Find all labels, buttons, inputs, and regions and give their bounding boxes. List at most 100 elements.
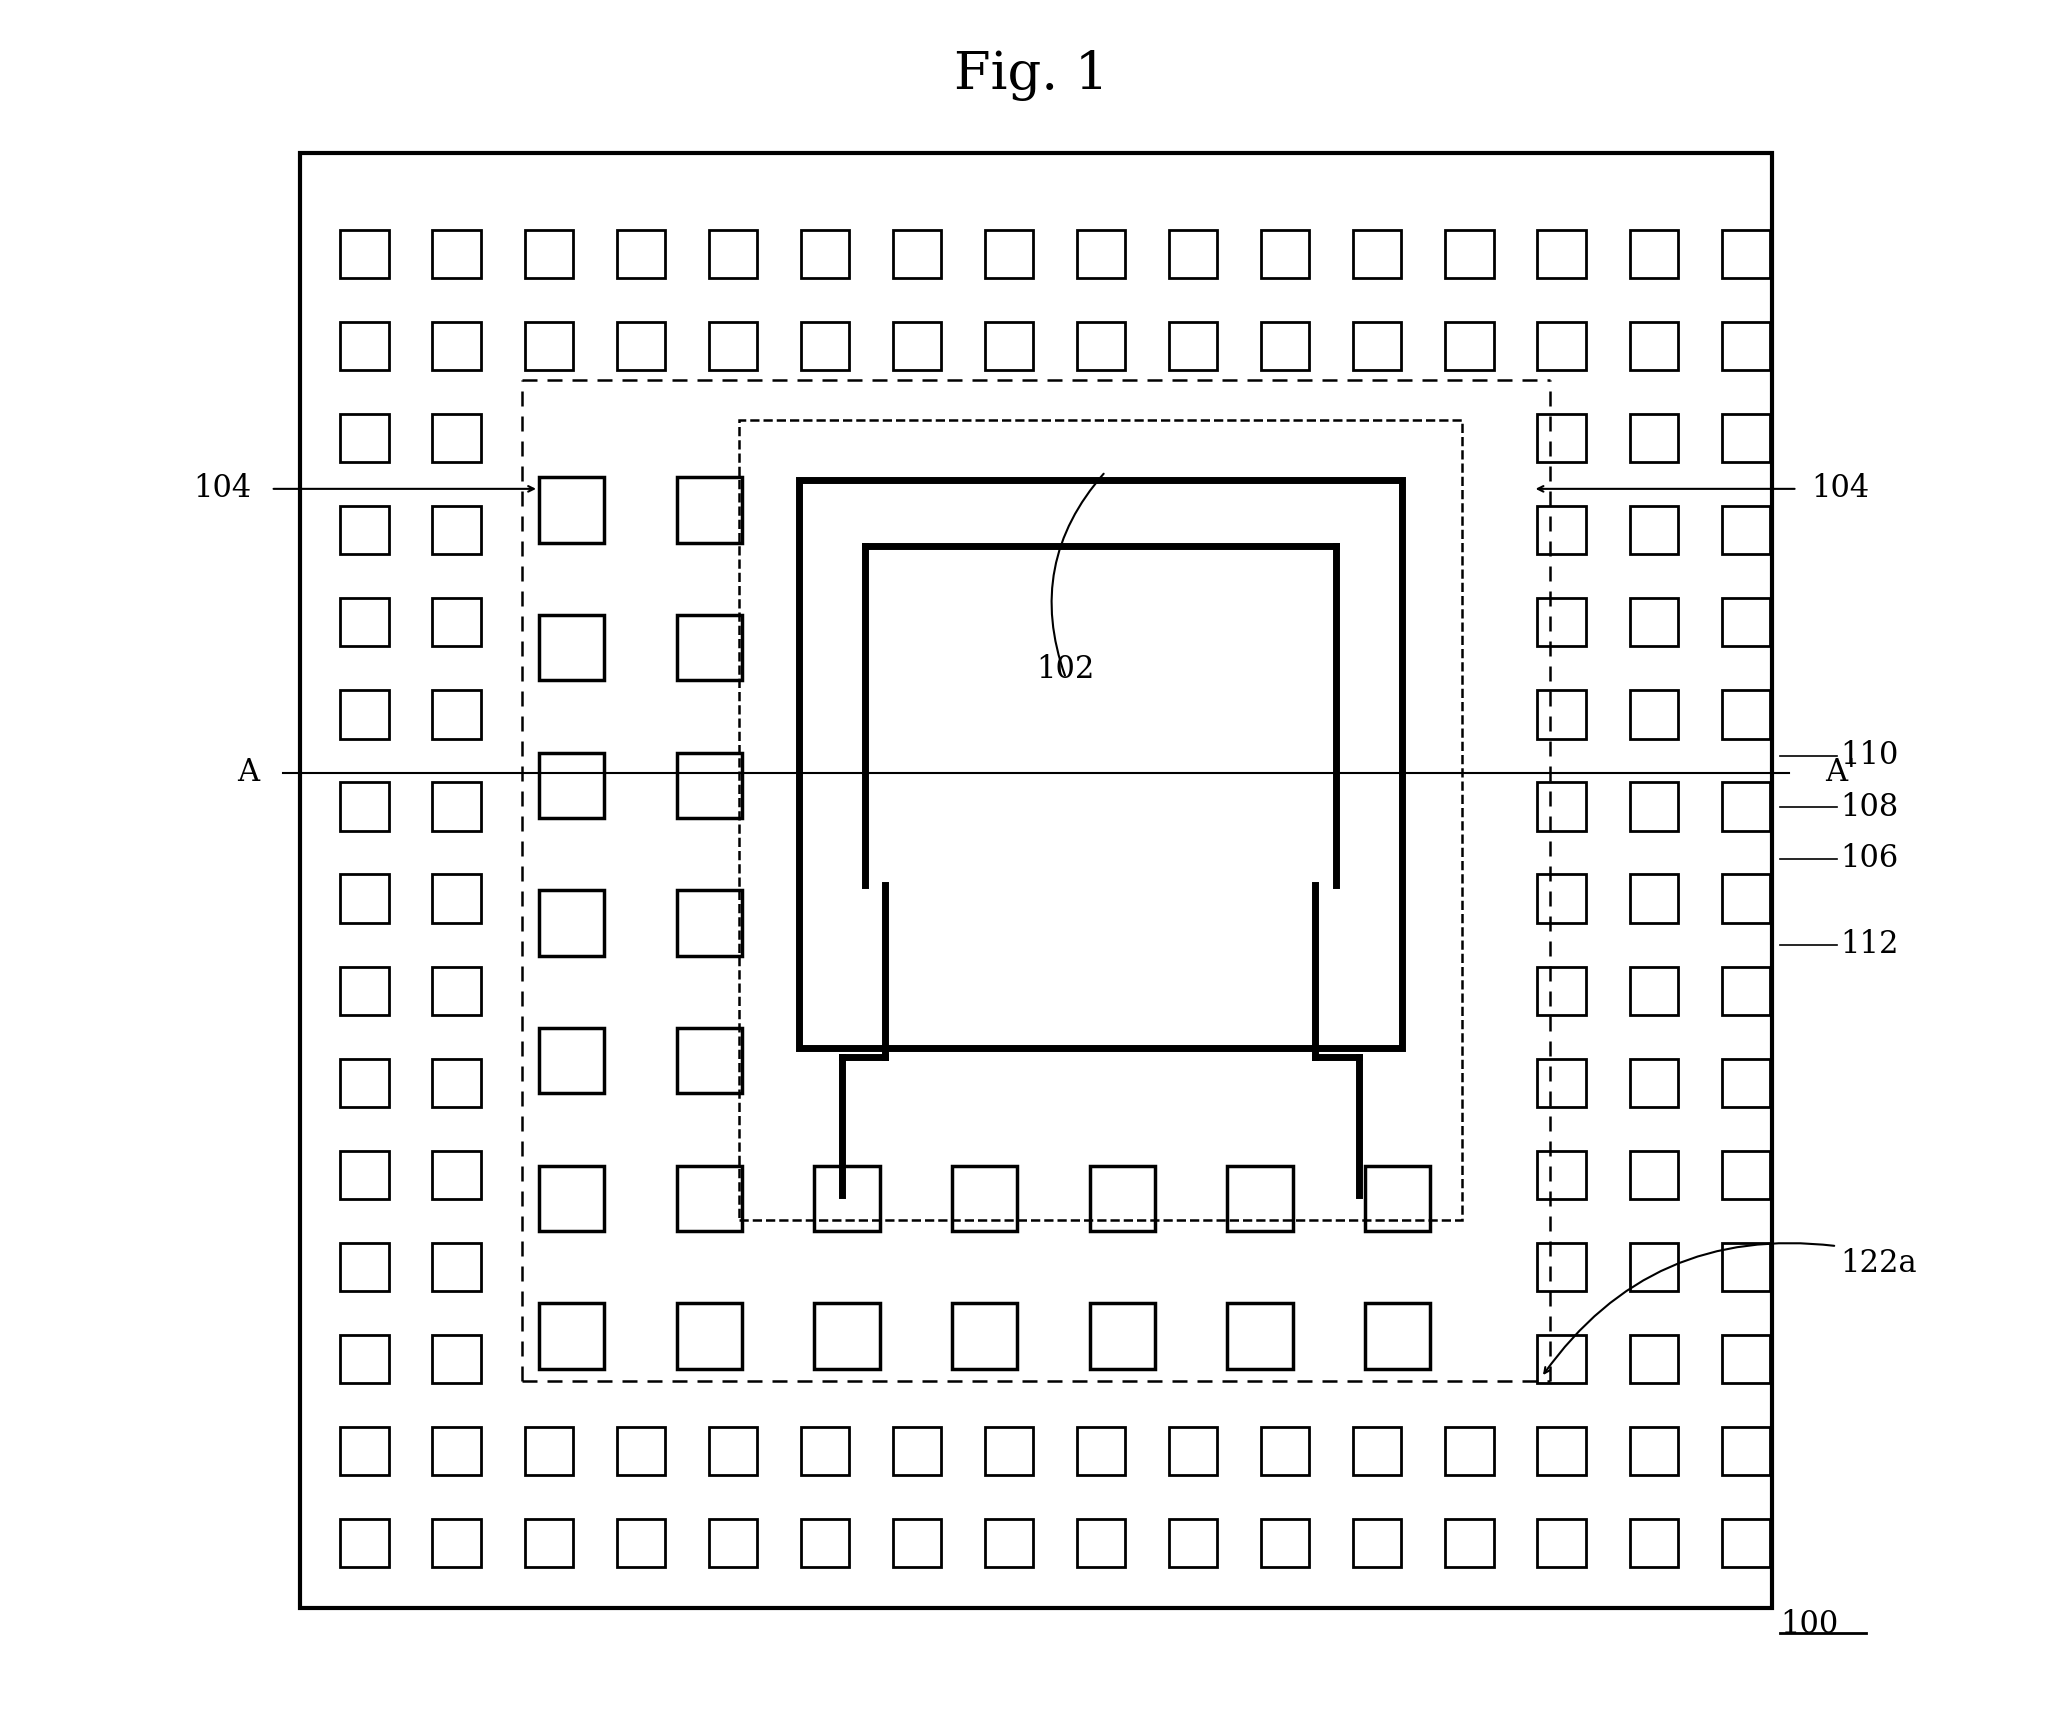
Bar bbox=[617, 231, 664, 278]
Bar bbox=[1077, 231, 1124, 278]
Bar bbox=[433, 966, 481, 1015]
Bar bbox=[433, 874, 481, 923]
Text: 110: 110 bbox=[1840, 741, 1898, 770]
Bar bbox=[340, 1520, 388, 1567]
Bar bbox=[538, 477, 604, 543]
Text: A: A bbox=[237, 758, 260, 788]
Text: 102: 102 bbox=[1038, 654, 1095, 685]
Bar bbox=[1630, 691, 1677, 739]
Bar bbox=[1630, 782, 1677, 831]
Bar bbox=[433, 507, 481, 555]
Bar bbox=[1630, 874, 1677, 923]
Bar bbox=[538, 1166, 604, 1232]
Bar bbox=[1630, 1150, 1677, 1199]
Bar bbox=[951, 1166, 1017, 1232]
Bar bbox=[1723, 415, 1770, 462]
Bar bbox=[1227, 1303, 1294, 1369]
Bar bbox=[798, 481, 1401, 1048]
Bar bbox=[1260, 1520, 1310, 1567]
Bar bbox=[538, 1303, 604, 1369]
Bar bbox=[433, 1150, 481, 1199]
Bar bbox=[1630, 1334, 1677, 1383]
Bar bbox=[433, 599, 481, 647]
Bar bbox=[677, 753, 743, 817]
Bar bbox=[893, 1520, 941, 1567]
Bar bbox=[1723, 874, 1770, 923]
Bar bbox=[524, 1520, 574, 1567]
Bar bbox=[800, 231, 850, 278]
Bar bbox=[1227, 1166, 1294, 1232]
Bar bbox=[984, 323, 1034, 370]
Bar bbox=[433, 691, 481, 739]
Bar bbox=[1537, 1520, 1586, 1567]
Bar bbox=[800, 323, 850, 370]
Bar bbox=[340, 966, 388, 1015]
Text: 108: 108 bbox=[1840, 791, 1898, 822]
Text: 104: 104 bbox=[1811, 474, 1869, 505]
Bar bbox=[1723, 691, 1770, 739]
Bar bbox=[984, 1426, 1034, 1475]
Bar bbox=[340, 782, 388, 831]
Bar bbox=[1630, 1058, 1677, 1107]
Bar bbox=[617, 323, 664, 370]
Bar bbox=[433, 1520, 481, 1567]
Bar bbox=[1723, 1242, 1770, 1291]
Bar bbox=[1537, 1058, 1586, 1107]
Bar bbox=[340, 1242, 388, 1291]
Bar bbox=[538, 1029, 604, 1093]
Bar bbox=[1537, 415, 1586, 462]
Bar bbox=[524, 1426, 574, 1475]
Bar bbox=[1723, 1150, 1770, 1199]
Bar bbox=[340, 599, 388, 647]
Bar bbox=[893, 231, 941, 278]
Text: 104: 104 bbox=[194, 474, 252, 505]
Bar bbox=[1446, 231, 1494, 278]
Bar bbox=[340, 415, 388, 462]
Bar bbox=[951, 1303, 1017, 1369]
Bar bbox=[1537, 1150, 1586, 1199]
Bar bbox=[1446, 323, 1494, 370]
Bar bbox=[893, 323, 941, 370]
Bar bbox=[340, 1426, 388, 1475]
Bar bbox=[677, 1166, 743, 1232]
Bar bbox=[433, 231, 481, 278]
Bar bbox=[524, 231, 574, 278]
Bar bbox=[340, 1150, 388, 1199]
Bar bbox=[1170, 1520, 1217, 1567]
Bar bbox=[1630, 415, 1677, 462]
Bar bbox=[433, 782, 481, 831]
Bar bbox=[1723, 599, 1770, 647]
Bar bbox=[433, 415, 481, 462]
Bar bbox=[1723, 1058, 1770, 1107]
Bar bbox=[1446, 1426, 1494, 1475]
Bar bbox=[1537, 874, 1586, 923]
Bar bbox=[340, 1334, 388, 1383]
Bar bbox=[538, 614, 604, 680]
Bar bbox=[1077, 1426, 1124, 1475]
Text: 100: 100 bbox=[1780, 1610, 1838, 1640]
Bar bbox=[1366, 1166, 1430, 1232]
Bar bbox=[1630, 1520, 1677, 1567]
Bar bbox=[800, 1520, 850, 1567]
Bar bbox=[677, 1029, 743, 1093]
Text: 112: 112 bbox=[1840, 930, 1898, 961]
Bar bbox=[710, 231, 757, 278]
Bar bbox=[1260, 323, 1310, 370]
Bar bbox=[538, 753, 604, 817]
Bar bbox=[1537, 599, 1586, 647]
Bar bbox=[1723, 782, 1770, 831]
Bar bbox=[1537, 1334, 1586, 1383]
Bar bbox=[433, 1334, 481, 1383]
Bar bbox=[1723, 1334, 1770, 1383]
Bar bbox=[1537, 1426, 1586, 1475]
Bar bbox=[1170, 323, 1217, 370]
Bar bbox=[1537, 966, 1586, 1015]
Bar bbox=[1537, 782, 1586, 831]
Bar bbox=[340, 874, 388, 923]
Bar bbox=[1723, 323, 1770, 370]
Bar bbox=[1537, 507, 1586, 555]
Bar bbox=[1446, 1520, 1494, 1567]
Bar bbox=[815, 1166, 879, 1232]
Bar bbox=[1537, 691, 1586, 739]
Bar bbox=[710, 1520, 757, 1567]
